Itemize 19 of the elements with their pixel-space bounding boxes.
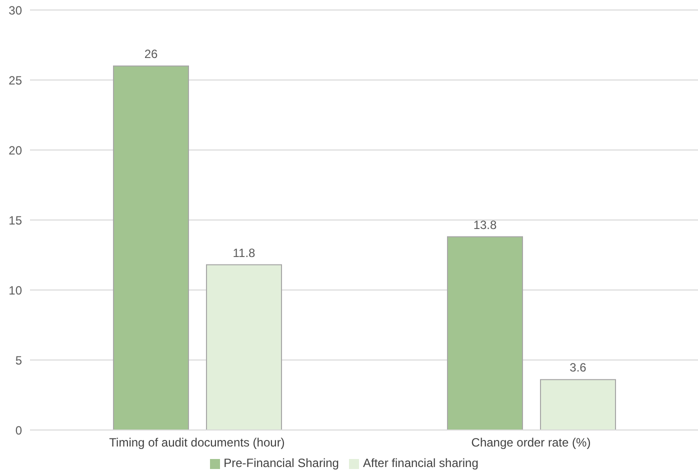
y-tick-label: 10	[8, 283, 22, 298]
y-tick-label: 20	[8, 143, 22, 158]
bar	[540, 379, 616, 430]
x-tick-label: Change order rate (%)	[471, 436, 591, 450]
y-tick-label: 5	[15, 353, 22, 368]
legend-label: Pre-Financial Sharing	[224, 456, 339, 470]
data-label: 13.8	[473, 218, 497, 232]
y-tick-label: 15	[8, 213, 22, 228]
legend-label: After financial sharing	[362, 456, 478, 470]
data-label: 3.6	[570, 360, 587, 375]
bar	[113, 66, 189, 430]
y-tick-label: 0	[15, 423, 22, 438]
y-tick-label: 25	[8, 73, 22, 88]
bar	[447, 236, 523, 430]
data-label: 11.8	[232, 246, 256, 260]
data-label: 26	[144, 47, 158, 61]
y-tick-label: 30	[8, 3, 22, 18]
bar	[206, 264, 282, 430]
x-tick-label: Timing of audit documents (hour)	[109, 436, 285, 450]
